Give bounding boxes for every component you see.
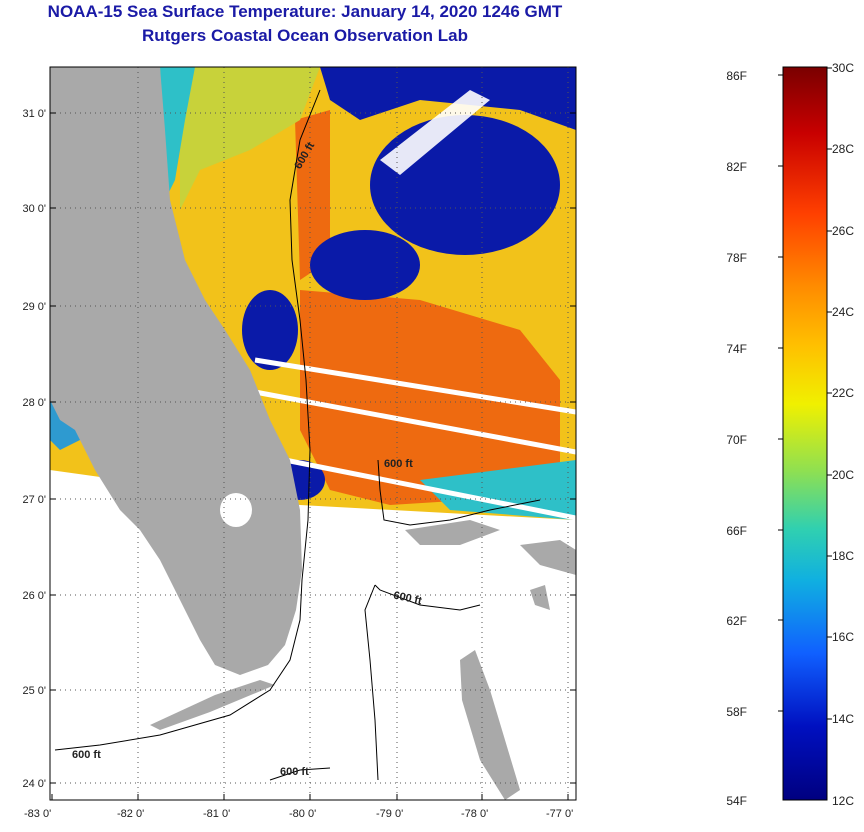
graticule: [50, 67, 576, 800]
contour-label: 600 ft: [384, 458, 413, 470]
lat-label: 24 0': [22, 778, 46, 790]
lon-label: -77 0': [546, 808, 573, 820]
colorbar-f-label: 62F: [726, 614, 747, 628]
colorbar-f-label: 74F: [726, 342, 747, 356]
isobath-600ft: [54, 89, 541, 781]
colorbar-c-label: 30C: [832, 61, 855, 75]
colorbar-f-label: 82F: [726, 160, 747, 174]
axis-ticks: [50, 112, 576, 800]
colorbar-f-label: 86F: [726, 69, 747, 83]
latitude-labels: 31 0' 30 0' 29 0' 28 0' 27 0' 26 0' 25 0…: [22, 108, 46, 790]
lon-label: -80 0': [289, 808, 316, 820]
contour-label: 600 ft: [280, 766, 309, 778]
colorbar-c-label: 20C: [832, 468, 855, 482]
colorbar-f-label: 78F: [726, 251, 747, 265]
lat-label: 31 0': [22, 108, 46, 120]
lat-label: 27 0': [22, 494, 46, 506]
lon-label: -79 0': [376, 808, 403, 820]
colorbar-c-label: 22C: [832, 386, 855, 400]
colorbar-c-label: 14C: [832, 712, 855, 726]
lon-label: -78 0': [461, 808, 488, 820]
lat-label: 28 0': [22, 397, 46, 409]
colorbar-c-label: 16C: [832, 630, 855, 644]
colorbar-f-label: 54F: [726, 794, 747, 808]
lake-okeechobee: [220, 493, 252, 527]
colorbar-c-label: 18C: [832, 549, 855, 563]
colorbar: [782, 66, 828, 801]
colorbar-c-label: 24C: [832, 305, 855, 319]
lon-label: -83 0': [24, 808, 51, 820]
contour-label: 600 ft: [392, 590, 423, 608]
bahamas-islands: [405, 520, 576, 800]
colorbar-f-label: 66F: [726, 524, 747, 538]
contour-label: 600 ft: [72, 749, 101, 761]
map-frame: [49, 66, 577, 801]
florida-keys: [150, 680, 275, 730]
colorbar-c-label: 26C: [832, 224, 855, 238]
lat-label: 25 0': [22, 685, 46, 697]
title-line-2: Rutgers Coastal Ocean Observation Lab: [142, 26, 468, 45]
lat-label: 29 0': [22, 301, 46, 313]
title-line-1: NOAA-15 Sea Surface Temperature: January…: [47, 2, 563, 21]
lon-label: -82 0': [117, 808, 144, 820]
colorbar-ticks: [778, 67, 832, 720]
colorbar-f-label: 58F: [726, 705, 747, 719]
colorbar-f-label: 70F: [726, 433, 747, 447]
lat-label: 30 0': [22, 203, 46, 215]
longitude-labels: -83 0' -82 0' -81 0' -80 0' -79 0' -78 0…: [24, 808, 573, 820]
colorbar-c-label: 28C: [832, 142, 855, 156]
lon-label: -81 0': [203, 808, 230, 820]
lat-label: 26 0': [22, 590, 46, 602]
colorbar-c-label: 12C: [832, 794, 855, 808]
